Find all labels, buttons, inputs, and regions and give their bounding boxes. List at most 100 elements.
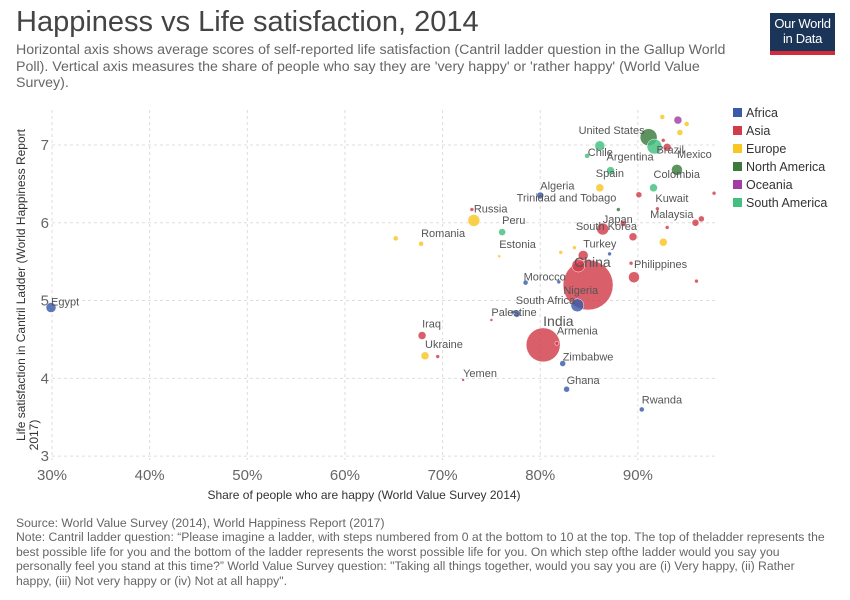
point-label: Turkey bbox=[583, 238, 617, 250]
data-point[interactable] bbox=[607, 251, 612, 257]
legend-item-label[interactable]: North America bbox=[746, 160, 825, 174]
data-point[interactable] bbox=[606, 166, 615, 175]
legend-item-label[interactable]: Asia bbox=[746, 124, 770, 138]
data-point[interactable] bbox=[559, 360, 566, 367]
x-tick-label: 90% bbox=[623, 467, 653, 484]
y-axis-label: Life satisfaction in Cantril Ladder (Wor… bbox=[14, 128, 41, 450]
data-point[interactable] bbox=[45, 302, 57, 313]
legend-item-label[interactable]: Oceania bbox=[746, 178, 793, 192]
data-point[interactable] bbox=[563, 385, 570, 393]
data-point[interactable] bbox=[536, 191, 544, 200]
point-label: Nigeria bbox=[563, 285, 599, 297]
owid-logo[interactable]: Our World in Data bbox=[770, 13, 835, 55]
data-point[interactable] bbox=[418, 241, 424, 247]
data-point[interactable] bbox=[628, 271, 640, 283]
y-axis-label-line1: Life satisfaction in Cantril Ladder (Wor… bbox=[14, 128, 28, 441]
legend-swatch[interactable] bbox=[733, 144, 742, 153]
data-point[interactable] bbox=[659, 114, 666, 120]
data-point[interactable] bbox=[556, 279, 562, 285]
data-point[interactable] bbox=[467, 214, 481, 227]
data-point[interactable] bbox=[489, 318, 494, 322]
axis-ticks: 30% 40% 50% 60% 70% 80% 90% 3 4 5 6 7 bbox=[37, 137, 653, 484]
legend-item-label[interactable]: Africa bbox=[746, 106, 778, 120]
legend-swatch[interactable] bbox=[733, 126, 742, 135]
data-point[interactable] bbox=[616, 207, 621, 212]
point-label: Yemen bbox=[463, 368, 497, 380]
data-point[interactable] bbox=[649, 183, 658, 193]
data-point[interactable] bbox=[694, 278, 699, 284]
legend-swatch[interactable] bbox=[733, 180, 742, 189]
data-point[interactable] bbox=[683, 121, 690, 127]
data-point[interactable] bbox=[635, 191, 643, 199]
logo-line2: in Data bbox=[782, 31, 823, 46]
data-point[interactable] bbox=[711, 190, 717, 196]
data-point[interactable] bbox=[420, 351, 430, 361]
legend-item-label[interactable]: Europe bbox=[746, 142, 786, 156]
data-point[interactable] bbox=[691, 219, 700, 227]
y-tick-label: 6 bbox=[41, 215, 49, 232]
data-point[interactable] bbox=[525, 327, 561, 363]
data-point[interactable] bbox=[435, 354, 440, 359]
data-point[interactable] bbox=[572, 245, 577, 250]
data-point[interactable] bbox=[498, 228, 506, 236]
point-label: Ghana bbox=[567, 375, 601, 387]
point-label: Algeria bbox=[540, 181, 575, 193]
data-point[interactable] bbox=[577, 250, 589, 261]
data-point[interactable] bbox=[628, 232, 638, 242]
logo-line1: Our World bbox=[774, 16, 831, 31]
point-label: Kuwait bbox=[655, 193, 688, 205]
data-point[interactable] bbox=[417, 331, 427, 340]
data-point[interactable] bbox=[510, 309, 516, 315]
data-point[interactable] bbox=[461, 378, 465, 382]
data-point[interactable] bbox=[596, 222, 609, 236]
data-point[interactable] bbox=[558, 250, 563, 255]
data-point[interactable] bbox=[392, 235, 399, 242]
data-point[interactable] bbox=[659, 237, 668, 247]
data-point[interactable] bbox=[562, 259, 614, 311]
data-point[interactable] bbox=[571, 258, 586, 273]
data-point[interactable] bbox=[655, 206, 660, 212]
data-point[interactable] bbox=[497, 254, 501, 258]
data-point[interactable] bbox=[698, 215, 705, 223]
method-note: Note: Cantril ladder question: “Please i… bbox=[16, 530, 825, 588]
legend-swatch[interactable] bbox=[733, 108, 742, 117]
x-tick-label: 60% bbox=[330, 467, 360, 484]
point-label: Philippines bbox=[634, 259, 688, 271]
data-point[interactable] bbox=[595, 183, 605, 193]
data-point[interactable] bbox=[661, 138, 666, 143]
data-point[interactable] bbox=[676, 129, 684, 136]
x-tick-label: 30% bbox=[37, 467, 67, 484]
data-point[interactable] bbox=[469, 207, 475, 212]
legend[interactable]: Africa Asia Europe North America Oceania Sout… bbox=[733, 106, 827, 210]
point-label: South Korea bbox=[576, 221, 638, 233]
x-tick-label: 80% bbox=[525, 467, 555, 484]
point-label: Colombia bbox=[654, 169, 701, 181]
data-point[interactable] bbox=[522, 279, 529, 286]
data-point[interactable] bbox=[584, 153, 590, 159]
point-label: Peru bbox=[502, 215, 525, 227]
data-point[interactable] bbox=[662, 143, 672, 152]
legend-swatch[interactable] bbox=[733, 198, 742, 207]
point-label: India bbox=[543, 313, 574, 329]
chart-title: Happiness vs Life satisfaction, 2014 bbox=[16, 6, 479, 38]
legend-swatch[interactable] bbox=[733, 162, 742, 171]
legend-item-label[interactable]: South America bbox=[746, 196, 827, 210]
data-point[interactable] bbox=[664, 225, 670, 230]
source-note: Source: World Value Survey (2014), World… bbox=[16, 516, 385, 530]
y-tick-label: 4 bbox=[41, 370, 49, 387]
data-point[interactable] bbox=[646, 138, 663, 155]
data-point[interactable] bbox=[619, 220, 627, 227]
chart-subtitle: Horizontal axis shows average scores of … bbox=[16, 42, 726, 91]
data-point[interactable] bbox=[570, 298, 585, 312]
data-point[interactable] bbox=[554, 341, 560, 346]
data-point[interactable] bbox=[673, 115, 683, 125]
data-point[interactable] bbox=[628, 260, 634, 266]
point-label: Mexico bbox=[677, 149, 712, 161]
point-label: Argentina bbox=[607, 152, 655, 164]
data-point[interactable] bbox=[639, 406, 645, 413]
point-label: Chile bbox=[588, 147, 613, 159]
data-point[interactable] bbox=[594, 140, 606, 152]
x-tick-label: 40% bbox=[135, 467, 165, 484]
data-point[interactable] bbox=[671, 164, 683, 176]
